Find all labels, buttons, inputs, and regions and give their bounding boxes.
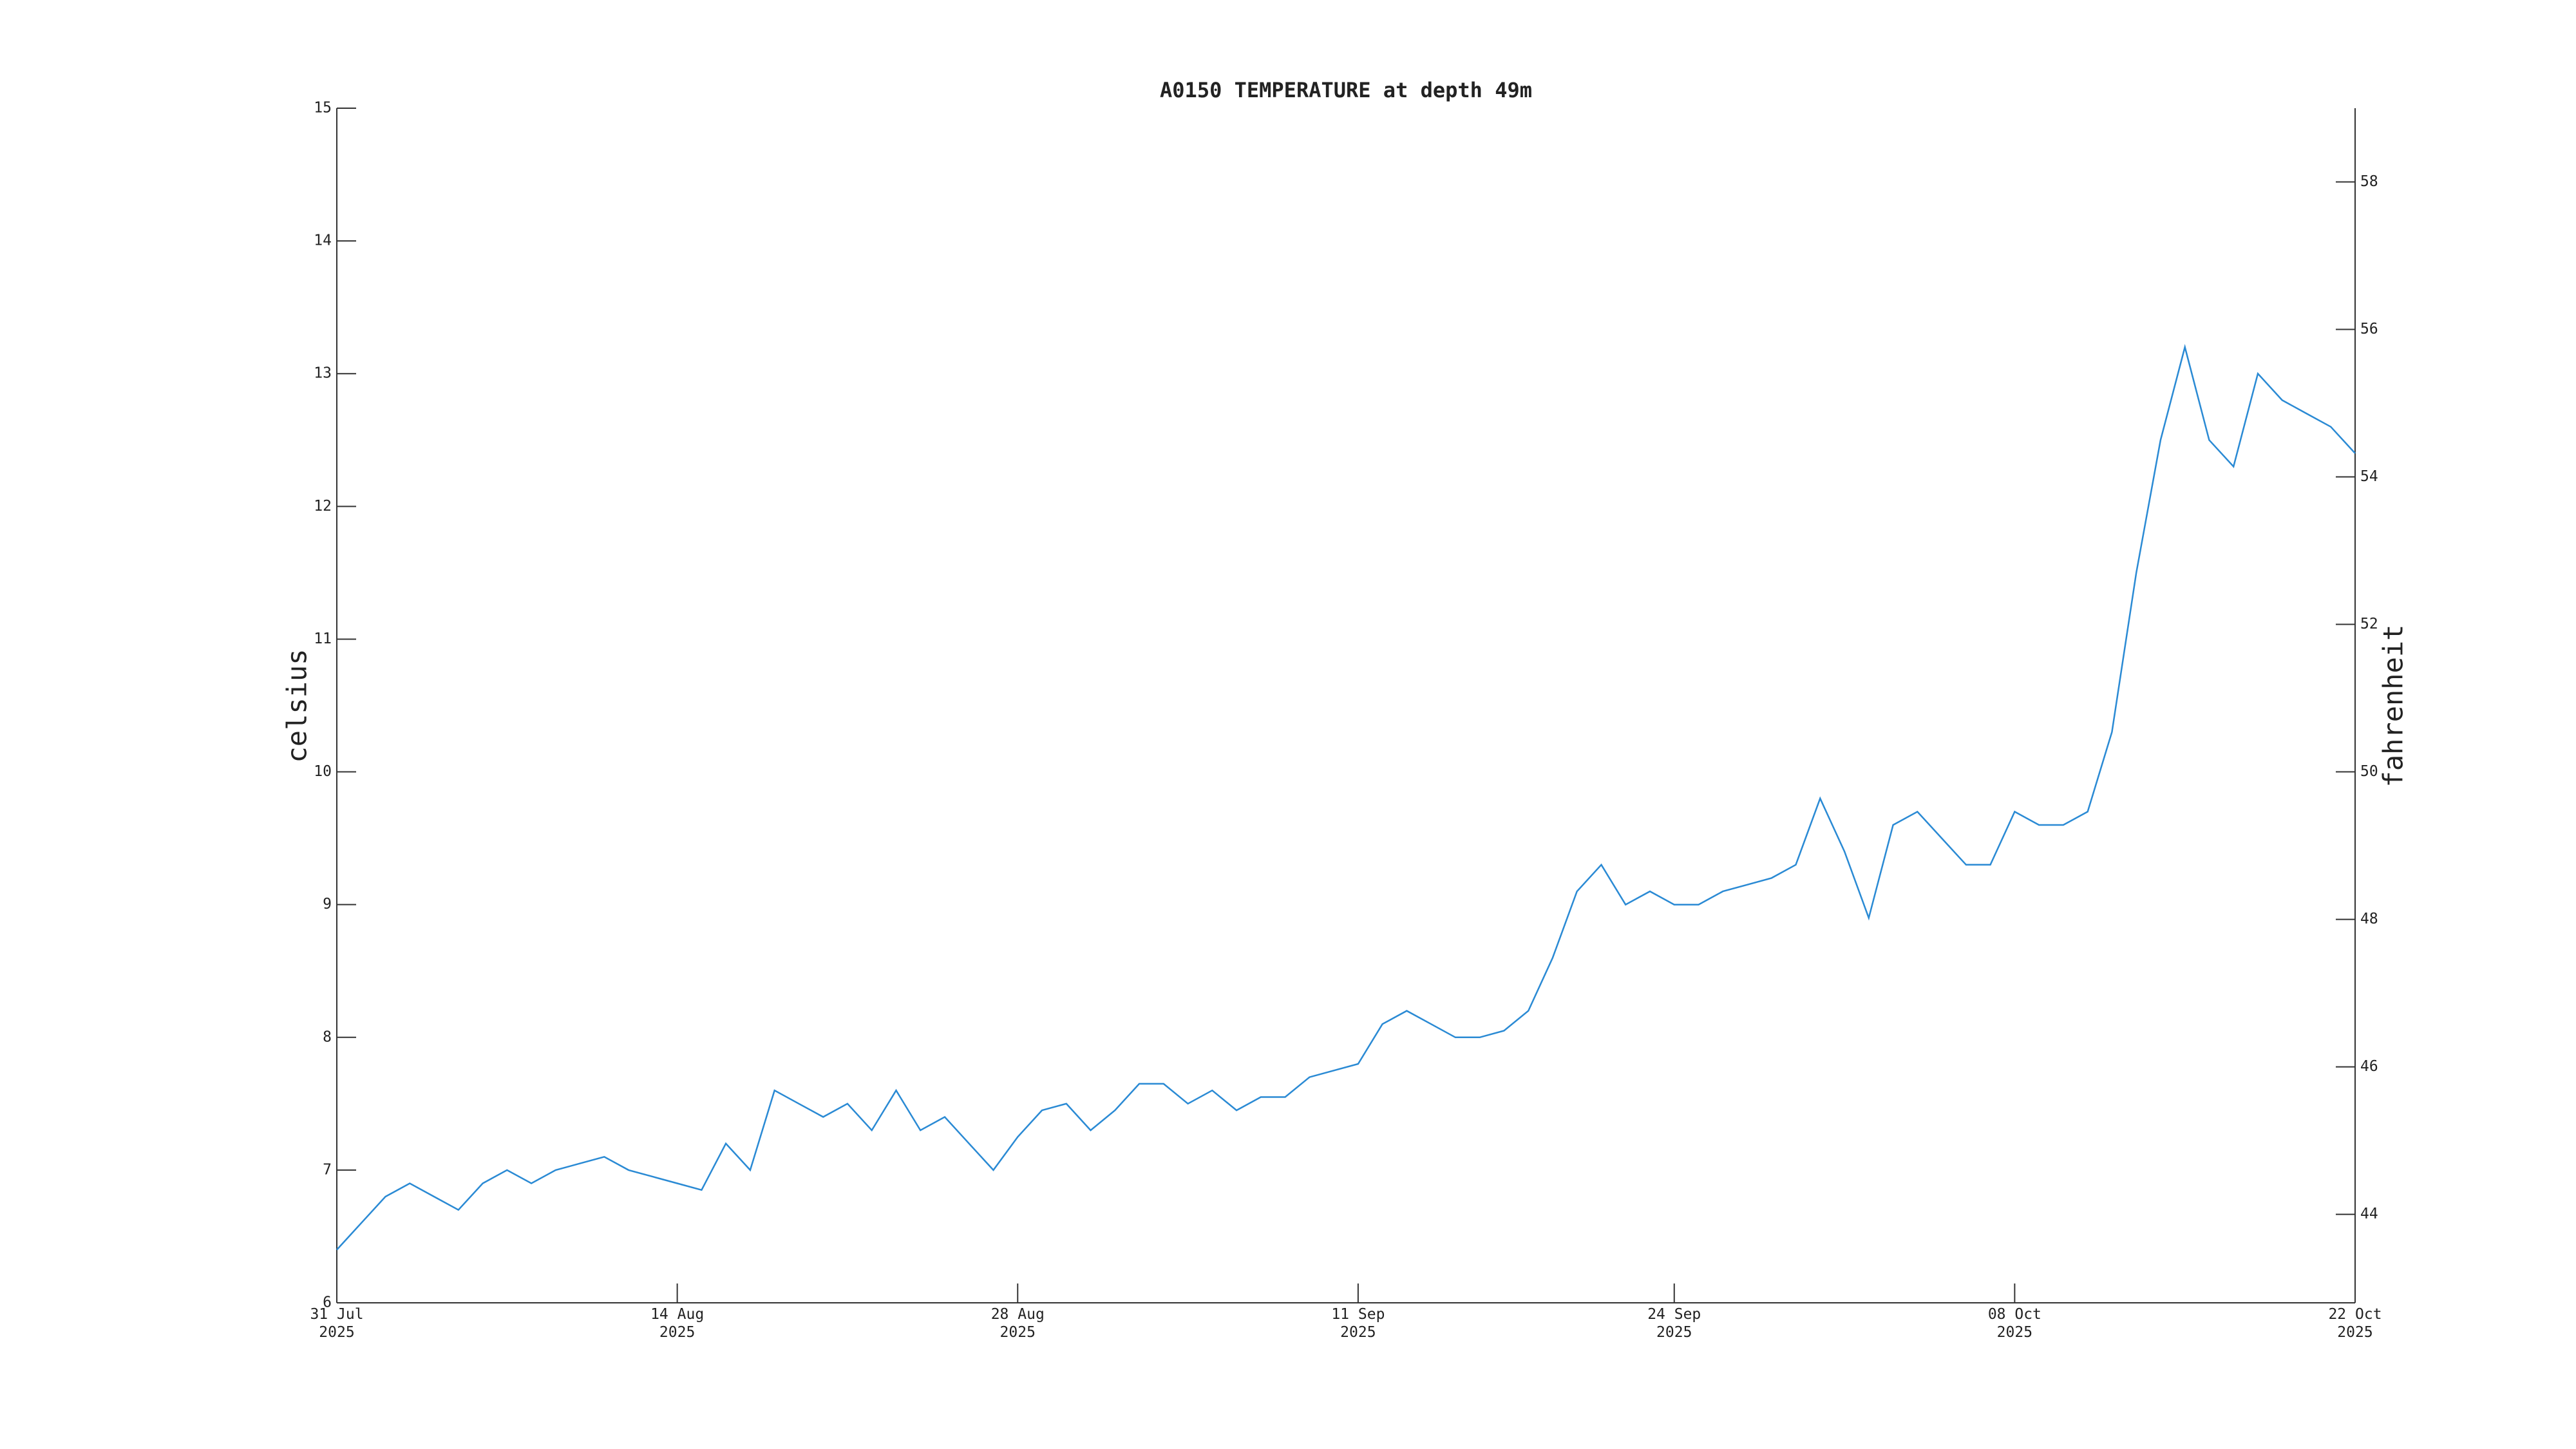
y2-tick-label: 44: [2360, 1206, 2378, 1222]
y2-tick-label: 52: [2360, 616, 2378, 632]
y-tick-label: 13: [314, 365, 332, 382]
x-tick-label: 14 Aug 2025: [650, 1306, 705, 1341]
x-tick-label: 08 Oct 2025: [1987, 1306, 2041, 1341]
y2-tick-label: 46: [2360, 1058, 2378, 1075]
x-tick-label: 24 Sep 2025: [1647, 1306, 1701, 1341]
y-tick-label: 14: [314, 232, 332, 249]
x-tick-label: 28 Aug 2025: [990, 1306, 1045, 1341]
y2-tick-label: 50: [2360, 763, 2378, 780]
y-tick-label: 10: [314, 763, 332, 780]
y-tick-label: 12: [314, 498, 332, 515]
x-tick-label: 22 Oct 2025: [2328, 1306, 2382, 1341]
y2-tick-label: 48: [2360, 911, 2378, 927]
x-tick-label: 11 Sep 2025: [1331, 1306, 1385, 1341]
y-tick-label: 11: [314, 630, 332, 647]
y-tick-label: 9: [323, 896, 332, 913]
y2-tick-label: 54: [2360, 468, 2378, 485]
y2-tick-label: 56: [2360, 321, 2378, 337]
y-tick-label: 7: [323, 1161, 332, 1178]
data-line: [336, 344, 2356, 1251]
y-tick-label: 8: [323, 1028, 332, 1045]
y2-tick-label: 58: [2360, 173, 2378, 190]
y-axis-label: celsius: [281, 649, 313, 762]
x-tick-label: 31 Jul 2025: [310, 1306, 364, 1341]
y-tick-label: 6: [323, 1294, 332, 1311]
y-tick-label: 15: [314, 100, 332, 117]
chart-title: A0150 TEMPERATURE at depth 49m: [1160, 78, 1532, 102]
y2-axis-label: fahrenheit: [2378, 625, 2409, 788]
